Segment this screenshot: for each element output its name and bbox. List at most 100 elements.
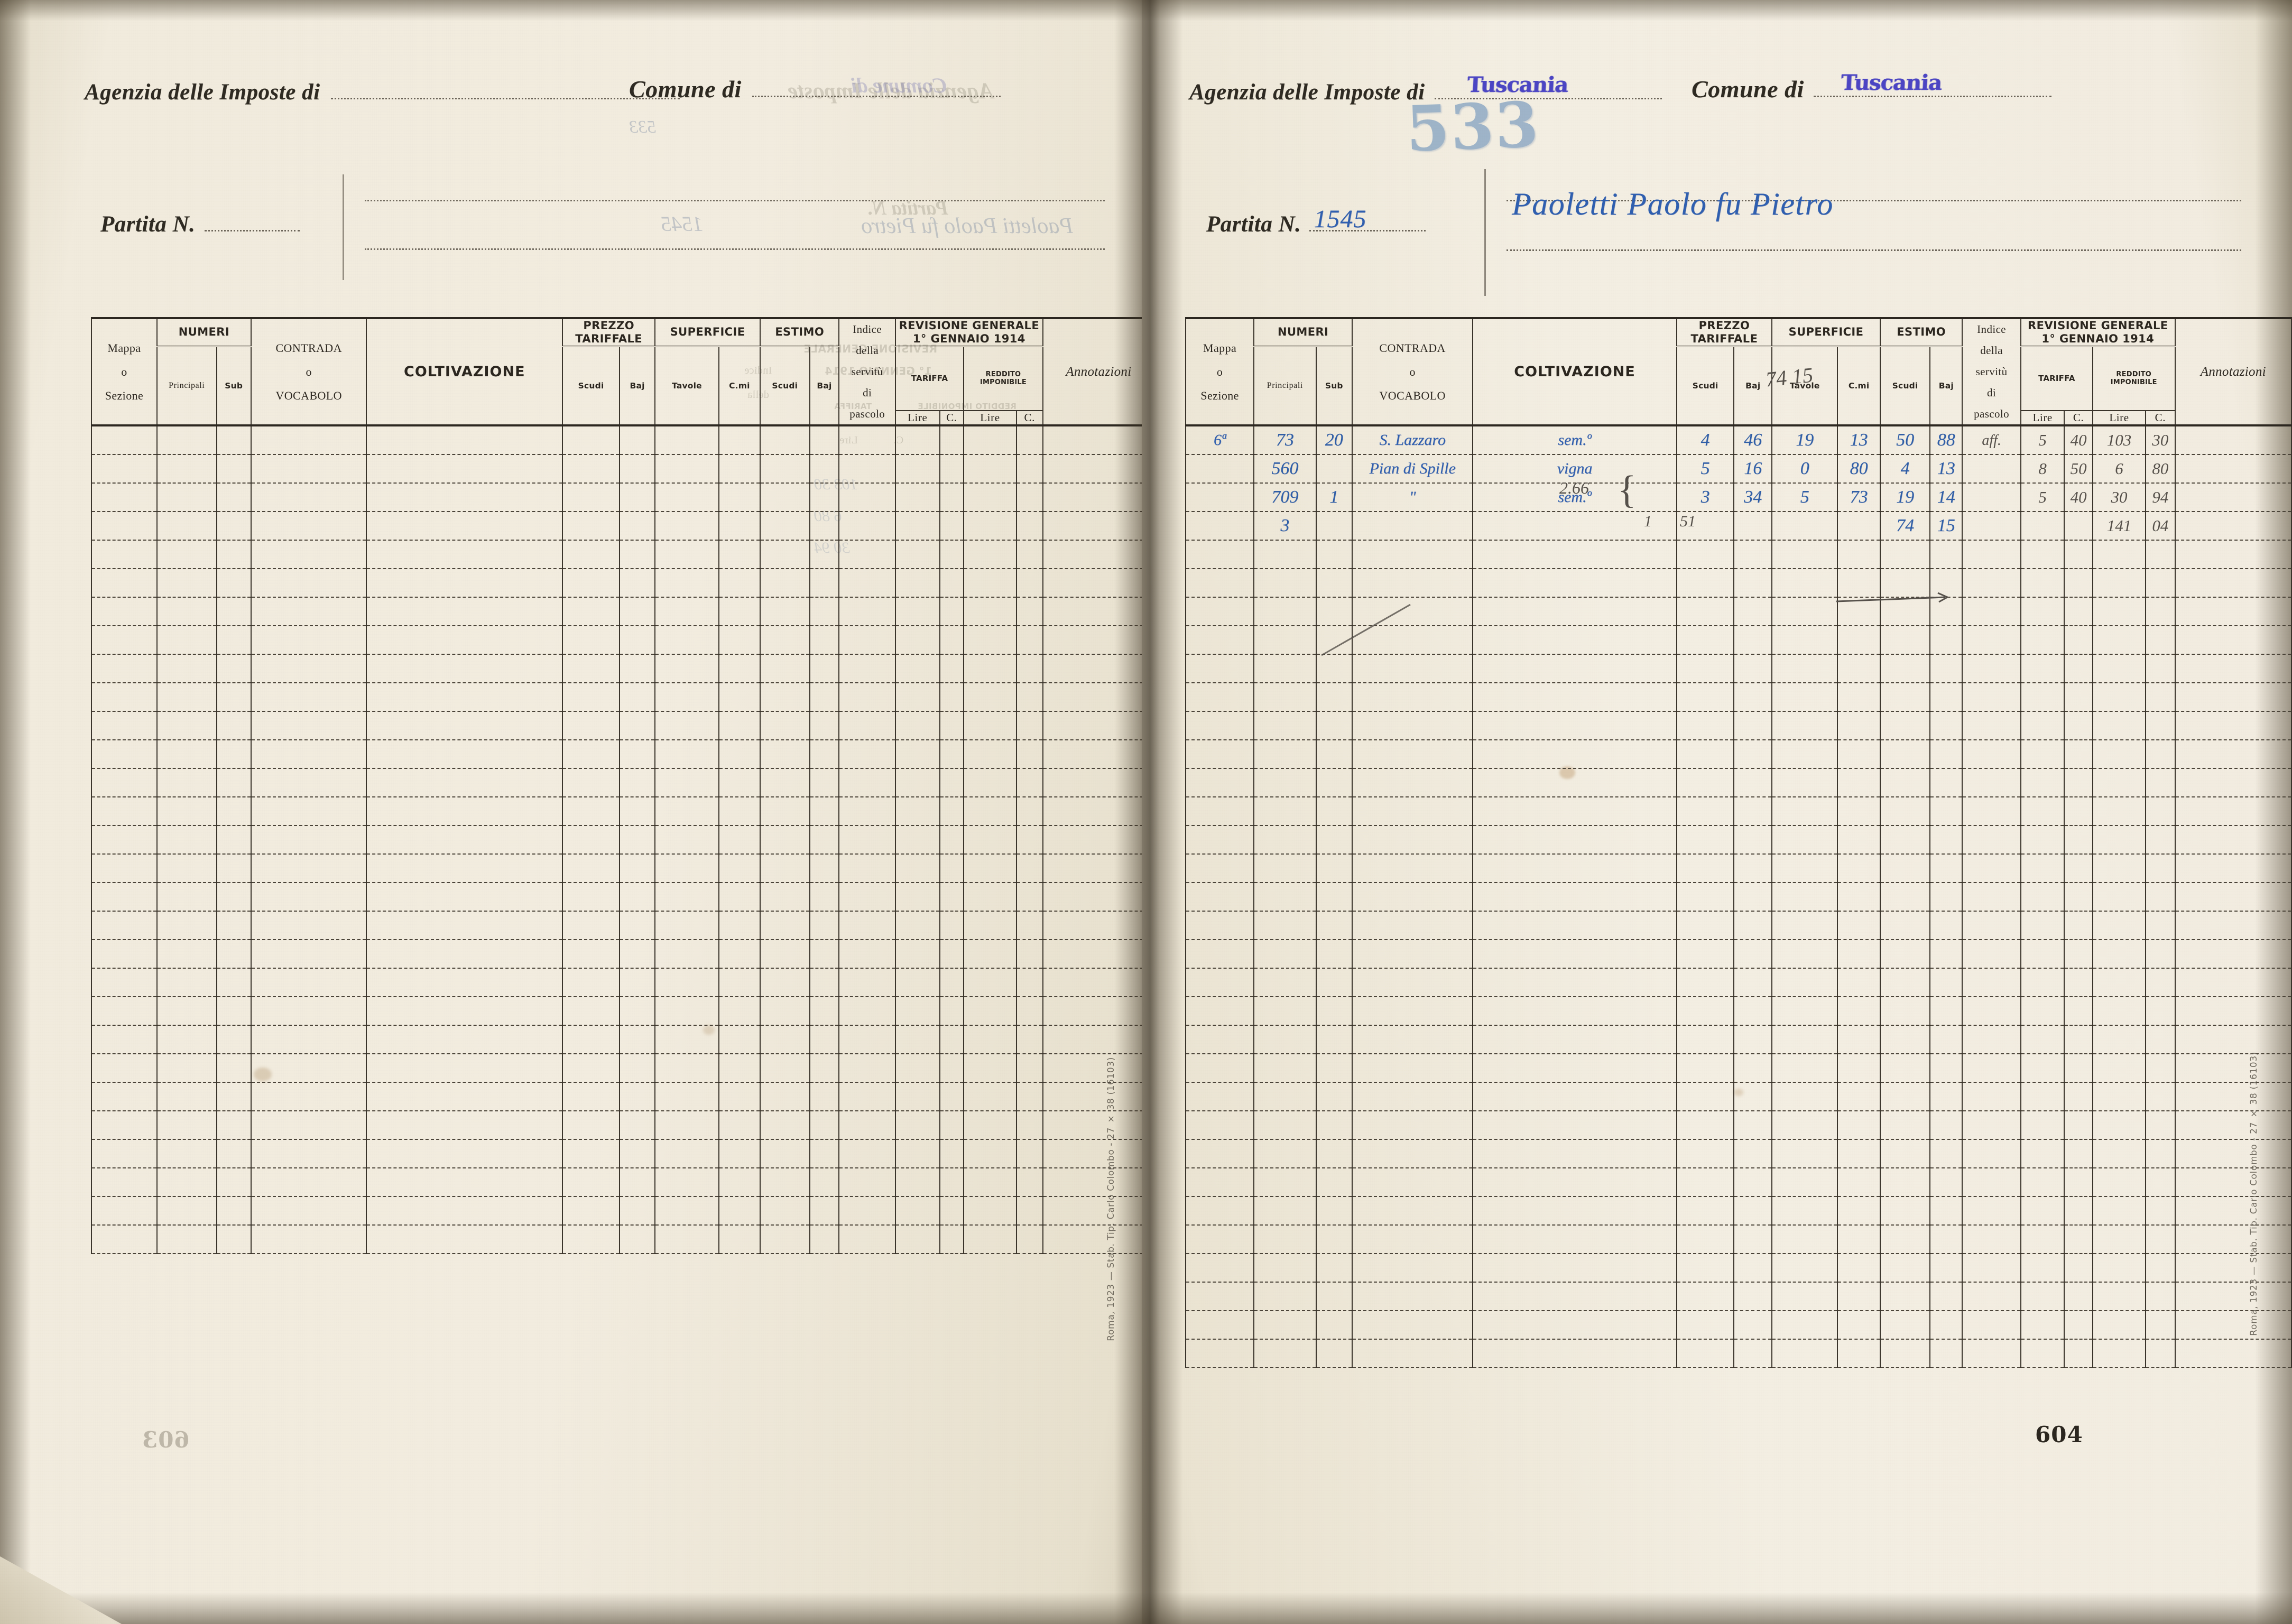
cell-mappa[interactable]	[1185, 1082, 1255, 1112]
cell-sup_cmi[interactable]	[1837, 1139, 1881, 1169]
cell-mappa[interactable]	[91, 425, 158, 456]
cell-sup_tavole[interactable]	[654, 825, 719, 855]
cell-tar_c[interactable]	[2064, 1025, 2093, 1055]
cell-red_lire[interactable]: 141	[2092, 512, 2147, 541]
table-row[interactable]	[91, 483, 1156, 513]
cell-tar_lire[interactable]	[894, 711, 940, 741]
cell-sup_cmi[interactable]	[1837, 940, 1881, 969]
cell-red_lire[interactable]	[963, 968, 1017, 998]
table-row[interactable]	[1185, 768, 2292, 798]
cell-red_c[interactable]	[2145, 1168, 2176, 1198]
cell-sup_cmi[interactable]	[1837, 711, 1881, 741]
cell-contrada[interactable]: S. Lazzaro	[1352, 425, 1474, 456]
table-row[interactable]: 709 1 " sem.º 3 34 5 73 19 14 5 40 30 94	[1185, 483, 2292, 513]
cell-contrada[interactable]	[250, 597, 367, 627]
cell-coltivazione[interactable]	[366, 597, 563, 627]
cell-tar_c[interactable]	[2064, 825, 2093, 855]
cell-tar_c[interactable]	[2064, 1054, 2093, 1083]
cell-sup_cmi[interactable]	[718, 683, 761, 712]
cell-est_baj[interactable]	[809, 1225, 840, 1255]
cell-pt_scudi[interactable]: 4	[1676, 425, 1735, 456]
cell-sup_tavole[interactable]	[1771, 1082, 1838, 1112]
cell-contrada[interactable]	[250, 968, 367, 998]
cell-est_baj[interactable]	[1929, 597, 1963, 627]
cell-est_baj[interactable]	[1929, 740, 1963, 769]
cell-sup_tavole[interactable]	[1771, 1054, 1838, 1083]
cell-sub[interactable]	[1315, 883, 1353, 912]
cell-principali[interactable]	[156, 1111, 217, 1140]
cell-indice[interactable]	[1962, 1311, 2021, 1340]
cell-red_lire[interactable]	[963, 883, 1017, 912]
cell-red_c[interactable]	[1015, 1168, 1043, 1198]
table-row[interactable]: 3 74 15 141 04	[1185, 512, 2292, 541]
cell-red_lire[interactable]	[963, 1054, 1017, 1083]
cell-est_baj[interactable]	[1929, 854, 1963, 884]
cell-red_lire[interactable]	[963, 540, 1017, 570]
table-row[interactable]	[91, 740, 1156, 769]
cell-sub[interactable]	[216, 940, 252, 969]
cell-sub[interactable]	[216, 597, 252, 627]
cell-principali[interactable]	[156, 654, 217, 684]
cell-mappa[interactable]	[1185, 1025, 1255, 1055]
cell-tar_c[interactable]	[939, 1111, 965, 1140]
cell-contrada[interactable]	[1352, 940, 1474, 969]
cell-annotazioni[interactable]	[1042, 512, 1156, 541]
cell-pt_baj[interactable]	[619, 1025, 656, 1055]
cell-sup_cmi[interactable]	[1837, 1082, 1881, 1112]
cell-annotazioni[interactable]	[1042, 1111, 1156, 1140]
table-row[interactable]	[91, 1168, 1156, 1198]
cell-est_scudi[interactable]	[1879, 940, 1931, 969]
cell-principali[interactable]	[156, 968, 217, 998]
cell-est_baj[interactable]	[809, 512, 840, 541]
cell-annotazioni[interactable]	[1042, 740, 1156, 769]
cell-principali[interactable]	[1253, 1139, 1317, 1169]
cell-sup_tavole[interactable]	[1771, 768, 1838, 798]
cell-indice[interactable]	[838, 597, 896, 627]
cell-est_baj[interactable]	[1929, 797, 1963, 827]
cell-sup_cmi[interactable]	[1837, 997, 1881, 1026]
cell-principali[interactable]	[1253, 1196, 1317, 1226]
cell-pt_scudi[interactable]	[1676, 768, 1735, 798]
cell-est_scudi[interactable]: 50	[1879, 425, 1931, 456]
cell-sup_tavole[interactable]	[654, 454, 719, 484]
cell-tar_c[interactable]	[2064, 1254, 2093, 1283]
cell-coltivazione[interactable]	[366, 711, 563, 741]
cell-est_scudi[interactable]: 4	[1879, 454, 1931, 484]
cell-red_lire[interactable]	[2092, 683, 2147, 712]
cell-coltivazione[interactable]	[1472, 540, 1677, 570]
cell-tar_c[interactable]	[2064, 1311, 2093, 1340]
cell-coltivazione[interactable]	[366, 1139, 563, 1169]
cell-red_lire[interactable]	[2092, 1311, 2147, 1340]
cell-sup_cmi[interactable]	[718, 626, 761, 655]
cell-sup_cmi[interactable]	[718, 1196, 761, 1226]
cell-pt_scudi[interactable]	[1676, 854, 1735, 884]
cell-red_c[interactable]	[2145, 911, 2176, 941]
cell-tar_lire[interactable]	[2020, 1282, 2065, 1312]
cell-pt_scudi[interactable]	[1676, 597, 1735, 627]
cell-sup_tavole[interactable]	[654, 569, 719, 598]
cell-mappa[interactable]	[1185, 1139, 1255, 1169]
cell-tar_lire[interactable]	[2020, 1168, 2065, 1198]
cell-tar_lire[interactable]	[2020, 1025, 2065, 1055]
cell-pt_scudi[interactable]	[562, 883, 621, 912]
cell-sub[interactable]	[216, 540, 252, 570]
cell-sub[interactable]	[216, 683, 252, 712]
cell-principali[interactable]	[1253, 740, 1317, 769]
cell-annotazioni[interactable]	[1042, 940, 1156, 969]
cell-sub[interactable]	[216, 1025, 252, 1055]
cell-tar_c[interactable]	[939, 569, 965, 598]
cell-pt_scudi[interactable]	[562, 483, 621, 513]
cell-principali[interactable]	[1253, 968, 1317, 998]
cell-coltivazione[interactable]	[1472, 968, 1677, 998]
cell-coltivazione[interactable]	[1472, 512, 1677, 541]
cell-pt_baj[interactable]	[1733, 1339, 1773, 1369]
cell-mappa[interactable]	[91, 768, 158, 798]
cell-pt_baj[interactable]	[1733, 1054, 1773, 1083]
cell-sup_cmi[interactable]	[718, 1111, 761, 1140]
cell-sup_cmi[interactable]	[718, 883, 761, 912]
cell-pt_baj[interactable]	[619, 854, 656, 884]
cell-indice[interactable]	[1962, 1254, 2021, 1283]
cell-sub[interactable]	[1315, 1196, 1353, 1226]
cell-est_baj[interactable]	[809, 797, 840, 827]
cell-tar_lire[interactable]	[2020, 797, 2065, 827]
